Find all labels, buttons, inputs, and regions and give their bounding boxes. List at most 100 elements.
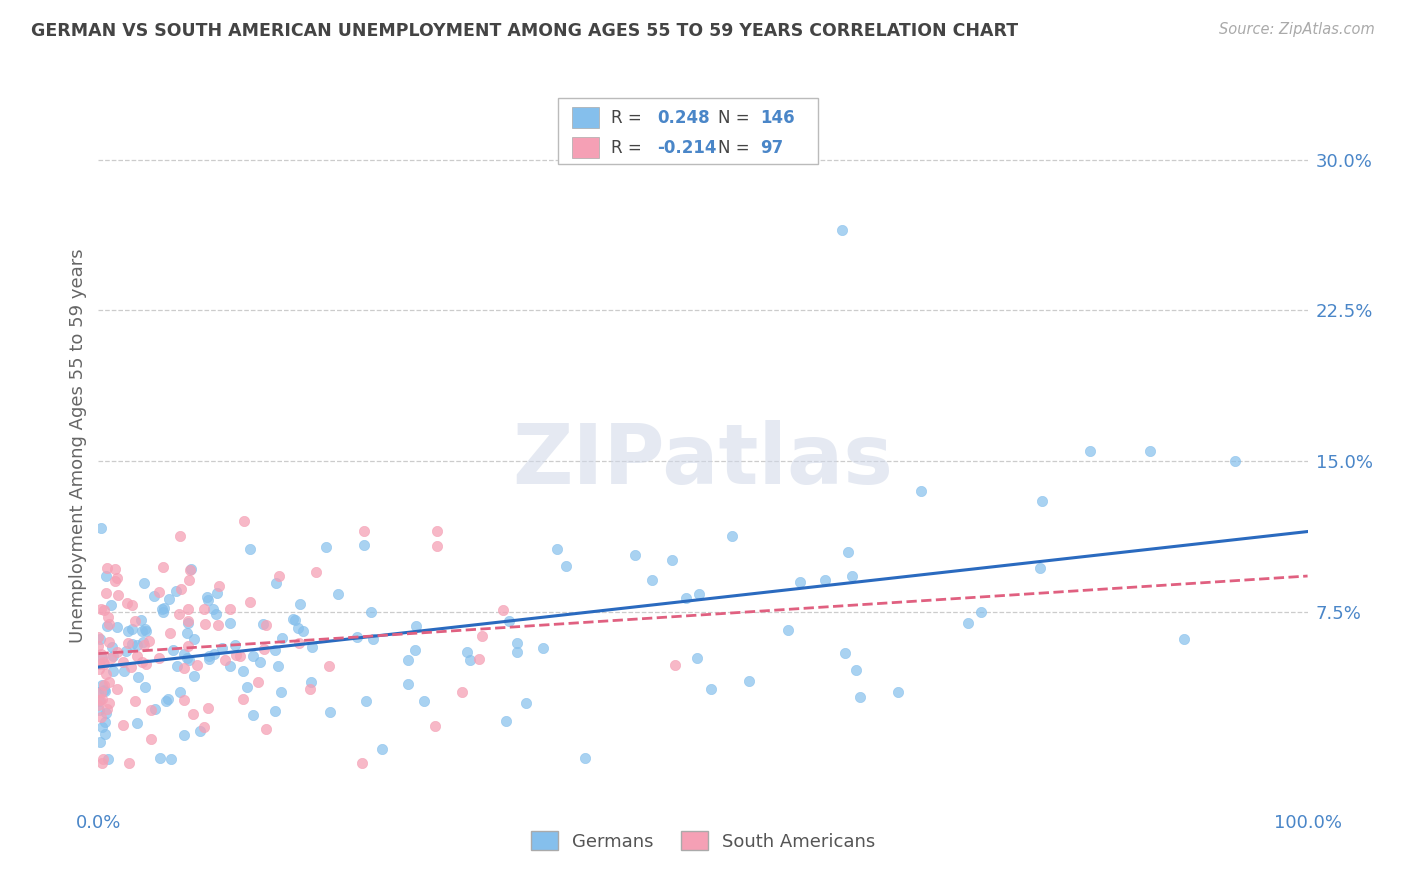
Point (197, 701, 219, 715)
Point (124, 614, 146, 628)
Point (148, 585, 170, 599)
Point (115, 643, 138, 657)
Point (328, 587, 350, 601)
Point (318, 658, 340, 673)
Point (910, 484, 932, 499)
Point (242, 708, 264, 723)
Point (173, 693, 195, 707)
FancyBboxPatch shape (572, 137, 599, 159)
Point (778, 623, 800, 637)
Point (156, 692, 179, 706)
FancyBboxPatch shape (558, 98, 818, 164)
Point (124, 694, 146, 708)
Point (127, 649, 149, 664)
Point (675, 591, 697, 606)
Point (232, 691, 254, 706)
Point (205, 586, 228, 600)
Point (468, 652, 491, 666)
Point (288, 636, 311, 650)
Point (845, 663, 868, 677)
Point (287, 621, 309, 635)
Point (101, 648, 124, 663)
Point (90, 720, 112, 734)
Point (87, 698, 110, 712)
Point (219, 659, 242, 673)
Point (169, 607, 191, 621)
Point (298, 681, 321, 696)
Point (700, 682, 723, 697)
Point (89, 657, 111, 672)
Point (183, 632, 205, 646)
Point (89, 632, 111, 647)
Point (166, 659, 188, 673)
Point (198, 651, 221, 665)
Point (471, 629, 494, 643)
Point (132, 576, 155, 591)
Point (574, 751, 596, 765)
Point (232, 515, 254, 529)
Point (105, 620, 128, 634)
Point (198, 648, 221, 663)
Point (125, 716, 148, 731)
Point (236, 680, 259, 694)
Point (515, 696, 537, 710)
FancyBboxPatch shape (572, 107, 599, 128)
Point (103, 665, 125, 679)
Point (149, 751, 172, 765)
Point (94, 569, 117, 583)
Point (299, 675, 322, 690)
Point (207, 618, 229, 632)
Point (157, 592, 180, 607)
Point (267, 568, 290, 582)
Point (87, 630, 110, 644)
Point (134, 622, 156, 636)
Point (90, 685, 112, 699)
Point (112, 665, 135, 679)
Point (87, 703, 110, 717)
Point (97, 751, 120, 765)
Point (138, 633, 160, 648)
Text: R =: R = (612, 139, 647, 157)
Point (661, 553, 683, 567)
Point (361, 632, 384, 646)
Point (152, 606, 174, 620)
Point (291, 624, 314, 639)
Point (93, 684, 115, 698)
Point (90, 520, 112, 534)
Text: ZIPatlas: ZIPatlas (513, 420, 893, 500)
Point (506, 636, 529, 650)
Point (176, 651, 198, 665)
Point (97, 675, 120, 690)
Point (90, 710, 112, 724)
Point (789, 574, 811, 589)
Point (849, 690, 872, 705)
Point (177, 614, 200, 628)
Point (91, 655, 114, 669)
Point (624, 548, 647, 562)
Point (242, 649, 264, 664)
Point (225, 648, 247, 663)
Point (1031, 494, 1053, 508)
Point (193, 602, 215, 616)
Point (90, 602, 112, 616)
Point (531, 640, 554, 655)
Point (143, 702, 166, 716)
Point (111, 717, 134, 731)
Point (319, 705, 342, 719)
Point (104, 562, 127, 576)
Point (837, 544, 859, 558)
Point (354, 694, 377, 708)
Point (253, 641, 276, 656)
Point (506, 645, 529, 659)
Point (179, 653, 201, 667)
Point (93, 603, 115, 617)
Point (1223, 454, 1246, 468)
Point (96, 618, 118, 632)
Point (148, 650, 170, 665)
Point (252, 616, 274, 631)
Point (105, 571, 128, 585)
Point (165, 584, 187, 599)
Point (96, 706, 118, 720)
Point (169, 684, 191, 698)
Point (738, 674, 761, 689)
